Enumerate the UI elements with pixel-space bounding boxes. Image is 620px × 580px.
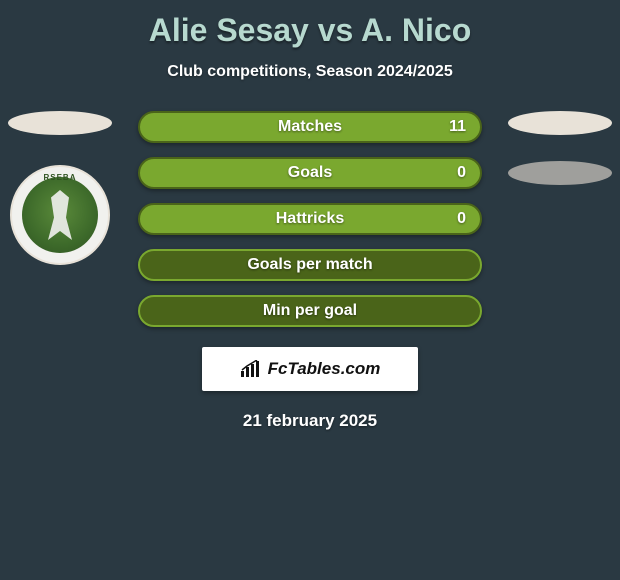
stat-bar: Min per goal (138, 295, 482, 327)
source-badge: FcTables.com (202, 347, 418, 391)
stat-label: Matches (278, 118, 342, 136)
club-logo-text: RSEBA (12, 173, 108, 182)
stat-bar: Goals per match (138, 249, 482, 281)
stat-bar: Matches 11 (138, 111, 482, 143)
date-line: 21 february 2025 (0, 411, 620, 431)
right-ellipse-placeholder-2 (508, 161, 612, 185)
left-player-column: RSEBA (5, 111, 115, 265)
left-club-logo: RSEBA (10, 165, 110, 265)
stat-label: Hattricks (276, 210, 344, 228)
stat-value: 0 (457, 164, 466, 182)
stat-bars-container: Matches 11 Goals 0 Hattricks 0 Goals per match… (138, 111, 482, 327)
source-name: FcTables.com (268, 359, 381, 379)
comparison-content: RSEBA Matches 11 Goals 0 Hattricks 0 Goals per… (0, 111, 620, 431)
subtitle: Club competitions, Season 2024/2025 (0, 63, 620, 81)
stat-bar: Goals 0 (138, 157, 482, 189)
stat-value: 11 (449, 118, 466, 136)
stat-bar: Hattricks 0 (138, 203, 482, 235)
stat-label: Min per goal (263, 302, 357, 320)
right-player-column (505, 111, 615, 211)
stat-value: 0 (457, 210, 466, 228)
left-ellipse-placeholder (8, 111, 112, 135)
right-ellipse-placeholder-1 (508, 111, 612, 135)
chart-icon (240, 360, 262, 378)
stat-label: Goals per match (247, 256, 372, 274)
page-title: Alie Sesay vs A. Nico (0, 0, 620, 49)
stat-label: Goals (288, 164, 332, 182)
